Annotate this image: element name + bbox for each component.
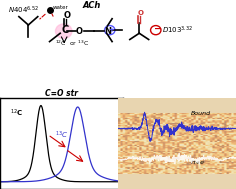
Title: C=O str: C=O str	[45, 88, 78, 98]
Text: ACh: ACh	[83, 1, 101, 10]
Text: $^{13}$C: $^{13}$C	[55, 129, 68, 141]
Text: Bound: Bound	[191, 111, 211, 116]
Text: $N404^{6.52}$: $N404^{6.52}$	[8, 5, 39, 16]
Text: water: water	[53, 5, 69, 10]
Text: Free: Free	[191, 160, 205, 165]
Text: O: O	[63, 11, 70, 20]
Text: −: −	[154, 24, 162, 34]
Text: $D103^{3.32}$: $D103^{3.32}$	[162, 25, 193, 36]
Text: O: O	[137, 10, 143, 16]
Text: +: +	[108, 27, 114, 33]
Circle shape	[55, 24, 72, 39]
Text: N: N	[104, 27, 111, 36]
Text: C: C	[62, 25, 69, 35]
Text: $^{12}$C  or $^{13}$C: $^{12}$C or $^{13}$C	[55, 39, 90, 48]
Text: $^{12}$C: $^{12}$C	[9, 108, 23, 119]
Text: O: O	[76, 27, 83, 36]
